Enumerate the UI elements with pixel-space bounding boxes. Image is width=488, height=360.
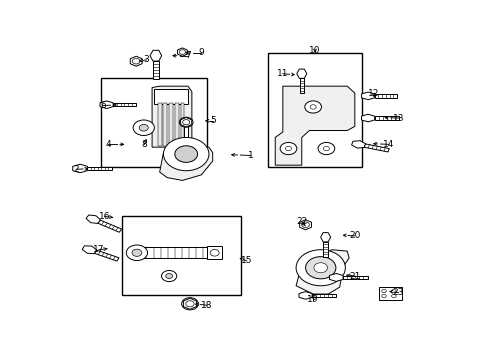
Bar: [180, 103, 184, 146]
Circle shape: [139, 125, 148, 131]
Polygon shape: [73, 164, 87, 173]
Circle shape: [163, 138, 208, 171]
Circle shape: [181, 298, 198, 310]
Text: 18: 18: [201, 301, 212, 310]
Bar: [342, 276, 367, 279]
Circle shape: [305, 257, 335, 279]
Bar: [98, 220, 122, 232]
Polygon shape: [130, 56, 142, 66]
Bar: [374, 116, 398, 120]
Polygon shape: [183, 298, 196, 309]
Polygon shape: [152, 86, 191, 147]
Text: 21: 21: [348, 271, 360, 280]
Bar: [206, 246, 222, 260]
Bar: [184, 126, 188, 138]
Text: 19: 19: [307, 295, 318, 304]
Bar: [154, 89, 188, 104]
Text: 16: 16: [99, 212, 110, 221]
Polygon shape: [275, 86, 354, 165]
Circle shape: [280, 143, 296, 155]
Text: 17: 17: [93, 245, 104, 254]
Polygon shape: [100, 101, 113, 109]
Bar: [323, 242, 327, 257]
Bar: [364, 144, 388, 152]
Bar: [113, 103, 136, 107]
Bar: [122, 216, 241, 296]
Polygon shape: [296, 250, 348, 294]
Bar: [163, 103, 167, 146]
Text: 3: 3: [143, 55, 149, 64]
Bar: [374, 94, 396, 98]
Bar: [299, 78, 304, 94]
Polygon shape: [150, 50, 162, 61]
Polygon shape: [177, 48, 187, 56]
Text: 4: 4: [105, 140, 111, 149]
Polygon shape: [361, 92, 374, 100]
Circle shape: [133, 120, 154, 135]
Text: 15: 15: [241, 256, 252, 265]
Circle shape: [132, 249, 142, 256]
Polygon shape: [298, 292, 311, 299]
Bar: [267, 53, 362, 167]
Text: 14: 14: [383, 140, 394, 149]
Bar: [94, 250, 119, 261]
Bar: [379, 287, 401, 300]
Circle shape: [126, 245, 147, 261]
Bar: [141, 247, 208, 258]
Text: 5: 5: [209, 116, 215, 125]
Text: 6: 6: [100, 101, 105, 110]
Text: 10: 10: [308, 46, 320, 55]
Circle shape: [296, 250, 345, 286]
Polygon shape: [320, 233, 330, 242]
Text: 11: 11: [277, 69, 288, 78]
Circle shape: [165, 274, 172, 279]
Bar: [311, 294, 335, 297]
Polygon shape: [296, 69, 306, 78]
Circle shape: [304, 101, 321, 113]
Text: 20: 20: [348, 231, 360, 240]
Polygon shape: [351, 141, 365, 148]
Text: 12: 12: [367, 89, 379, 98]
Bar: [169, 103, 173, 146]
Circle shape: [179, 117, 193, 127]
Bar: [158, 103, 161, 146]
Text: 9: 9: [198, 48, 204, 57]
Circle shape: [161, 270, 176, 282]
Polygon shape: [329, 274, 343, 282]
Circle shape: [175, 146, 197, 162]
Polygon shape: [180, 117, 191, 127]
Circle shape: [317, 143, 334, 155]
Text: 8: 8: [142, 140, 147, 149]
Text: 2: 2: [73, 165, 79, 174]
Bar: [101, 78, 206, 167]
Polygon shape: [361, 114, 374, 122]
Circle shape: [313, 263, 327, 273]
Polygon shape: [299, 220, 311, 230]
Bar: [87, 167, 112, 170]
Text: 22: 22: [296, 217, 307, 226]
Polygon shape: [159, 147, 212, 180]
Text: 13: 13: [392, 113, 404, 122]
Text: 1: 1: [247, 151, 253, 160]
Polygon shape: [82, 246, 97, 254]
Bar: [153, 61, 158, 79]
Text: 7: 7: [185, 51, 191, 60]
Polygon shape: [86, 215, 101, 224]
Text: 23: 23: [392, 288, 403, 297]
Bar: [175, 103, 178, 146]
Circle shape: [210, 249, 219, 256]
